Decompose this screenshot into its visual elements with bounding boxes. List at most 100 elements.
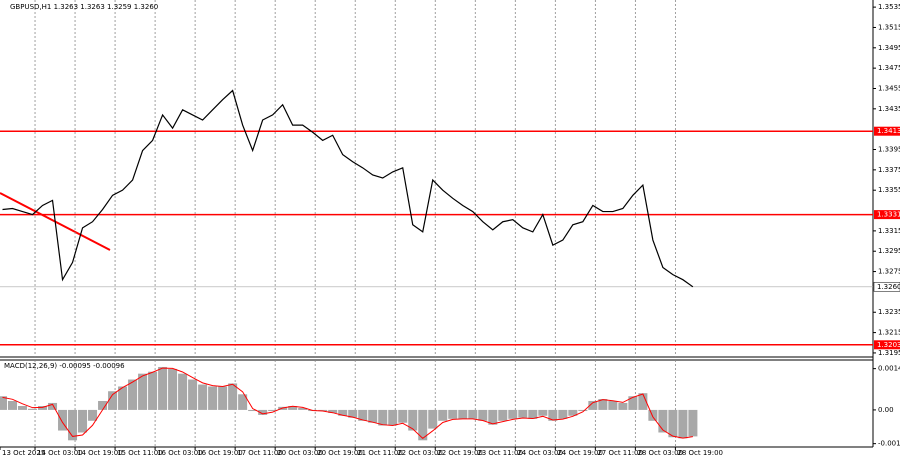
y-tick-label: 1.3355 — [878, 186, 900, 194]
level-label-box — [874, 210, 900, 220]
indicator-title: MACD(12,26,9) -0.00095 -0.00096 — [4, 362, 125, 370]
macd-bar — [688, 409, 698, 437]
macd-bar — [508, 409, 518, 419]
level-label-box — [874, 126, 900, 136]
macd-bar — [458, 409, 468, 419]
x-tick-label: 24 Oct 19:00 — [557, 449, 603, 457]
x-tick-label: 14 Oct 19:00 — [77, 449, 123, 457]
macd-bar — [258, 409, 268, 415]
macd-bar — [568, 409, 578, 416]
macd-bar — [518, 409, 528, 418]
y-tick-label: 1.3395 — [878, 146, 900, 154]
x-tick-label: 24 Oct 03:00 — [517, 449, 563, 457]
macd-bar — [428, 409, 438, 429]
level-label: 1.3203 — [877, 341, 900, 349]
macd-bar — [8, 400, 18, 410]
level-label: 1.3413 — [877, 127, 900, 135]
macd-bar — [328, 409, 338, 413]
y-tick-label: 1.3195 — [878, 349, 900, 357]
x-tick-label: 15 Oct 11:00 — [117, 449, 163, 457]
signal-line — [2, 367, 693, 440]
macd-bar — [488, 409, 498, 425]
macd-bar — [168, 368, 178, 410]
macd-bar — [588, 400, 598, 410]
macd-bar — [208, 386, 218, 410]
y-tick-label: 1.3295 — [878, 247, 900, 255]
y-tick-label: 0.00 — [878, 406, 894, 414]
macd-bar — [0, 396, 8, 410]
macd-bar — [138, 373, 148, 410]
macd-bar — [538, 409, 548, 416]
last-price-label: 1.3260 — [877, 283, 900, 291]
price-line — [2, 89, 694, 288]
macd-bar — [648, 409, 658, 421]
x-tick-label: 14 Oct 03:00 — [37, 449, 83, 457]
macd-bar — [188, 379, 198, 410]
macd-bar — [658, 409, 668, 433]
macd-bar — [48, 402, 58, 410]
y-tick-label: 1.3235 — [878, 308, 900, 316]
chart-title: GBPUSD,H1 1.3263 1.3263 1.3259 1.3260 — [10, 3, 158, 11]
macd-bar — [358, 409, 368, 421]
macd-bar — [368, 409, 378, 423]
x-tick-label: 22 Oct 03:00 — [397, 449, 443, 457]
macd-bar — [38, 406, 48, 410]
x-tick-label: 27 Oct 11:00 — [597, 449, 643, 457]
macd-bar — [398, 409, 408, 423]
macd-bar — [148, 371, 158, 410]
macd-bar — [28, 408, 38, 410]
macd-bar — [298, 407, 308, 410]
macd-bar — [158, 366, 168, 410]
y-tick-label: -0.00121 — [878, 440, 900, 448]
macd-bar — [638, 393, 648, 410]
macd-bar — [248, 409, 258, 412]
macd-bar — [478, 409, 488, 421]
macd-bar — [118, 386, 128, 410]
macd-bar — [318, 409, 328, 412]
x-tick-label: 20 Oct 19:00 — [317, 449, 363, 457]
macd-bar — [98, 400, 108, 410]
macd-bar — [288, 406, 298, 410]
y-tick-label: 1.3475 — [878, 64, 900, 72]
macd-bar — [418, 409, 428, 441]
macd-bar — [408, 409, 418, 431]
x-tick-label: 20 Oct 03:00 — [277, 449, 323, 457]
macd-bar — [18, 406, 28, 410]
y-tick-label: 1.3315 — [878, 227, 900, 235]
macd-bar — [238, 394, 248, 410]
level-label-box — [874, 340, 900, 350]
macd-bar — [678, 409, 688, 439]
macd-bar — [628, 396, 638, 410]
last-price-box — [873, 282, 900, 292]
macd-bar — [338, 409, 348, 416]
macd-bar — [618, 402, 628, 410]
y-tick-label: 1.3435 — [878, 105, 900, 113]
y-tick-label: 1.3215 — [878, 329, 900, 337]
macd-bar — [578, 409, 588, 412]
macd-bar — [68, 409, 78, 441]
macd-bar — [128, 379, 138, 410]
x-tick-label: 28 Oct 19:00 — [677, 449, 723, 457]
macd-bar — [88, 409, 98, 421]
macd-bar — [388, 409, 398, 426]
macd-bar — [498, 409, 508, 421]
x-tick-label: 17 Oct 11:00 — [237, 449, 283, 457]
macd-bar — [78, 409, 88, 433]
macd-bar — [198, 384, 208, 410]
y-tick-label: 1.3275 — [878, 268, 900, 276]
x-tick-label: 16 Oct 19:00 — [197, 449, 243, 457]
macd-bar — [548, 409, 558, 421]
macd-bar — [378, 409, 388, 426]
y-tick-label: 1.3495 — [878, 44, 900, 52]
macd-bar — [438, 409, 448, 421]
x-tick-label: 13 Oct 2025 — [2, 449, 45, 457]
x-tick-label: 16 Oct 03:00 — [157, 449, 203, 457]
macd-bar — [558, 409, 568, 419]
y-tick-label: 0.00148 — [878, 365, 900, 373]
y-tick-label: 1.3455 — [878, 84, 900, 92]
macd-bar — [348, 409, 358, 418]
y-tick-label: 1.3515 — [878, 23, 900, 31]
macd-bar — [108, 391, 118, 410]
x-tick-label: 21 Oct 11:00 — [357, 449, 403, 457]
